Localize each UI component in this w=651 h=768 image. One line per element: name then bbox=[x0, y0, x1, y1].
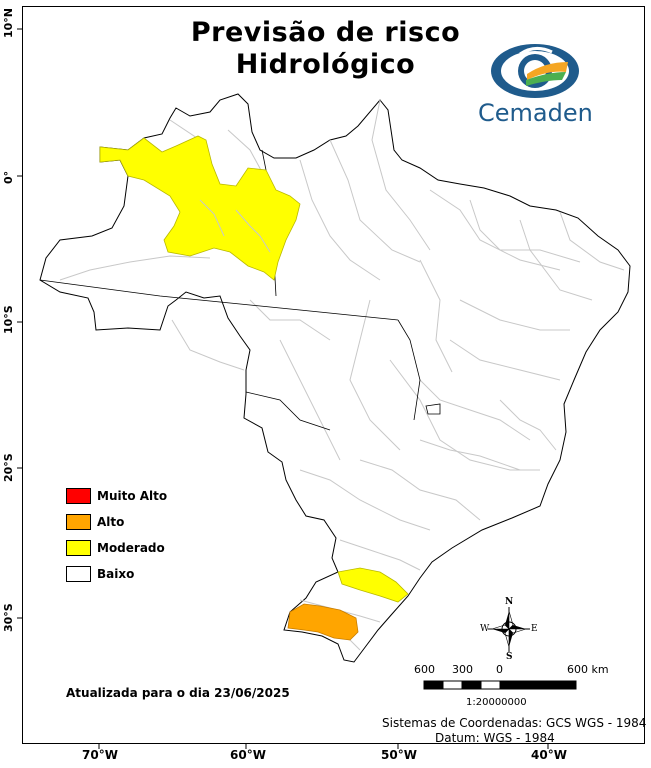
lon-label-50w: 50°W bbox=[381, 748, 417, 762]
updated-date: Atualizada para o dia 23/06/2025 bbox=[66, 686, 290, 700]
lat-label-20s: 20°S bbox=[2, 453, 15, 482]
legend-swatch-baixo bbox=[66, 566, 91, 582]
map-title-line1: Previsão de risco bbox=[190, 17, 461, 48]
legend-item-muito-alto: Muito Alto bbox=[66, 487, 167, 505]
lat-label-10n: 10°N bbox=[2, 7, 15, 38]
lat-label-0: 0° bbox=[2, 170, 15, 184]
scale-ratio: 1:20000000 bbox=[466, 697, 527, 708]
legend-label: Moderado bbox=[97, 541, 165, 555]
scale-bar bbox=[423, 680, 577, 690]
lat-label-10s: 10°S bbox=[2, 305, 15, 334]
legend-swatch-moderado bbox=[66, 540, 91, 556]
map-title-line2: Hidrológico bbox=[235, 49, 416, 80]
lat-label-30s: 30°S bbox=[2, 603, 15, 632]
crs-text: Sistemas de Coordenadas: GCS WGS - 1984 bbox=[382, 716, 647, 730]
lon-label-70w: 70°W bbox=[82, 748, 118, 762]
compass-s: S bbox=[506, 652, 513, 662]
legend-label: Baixo bbox=[97, 567, 135, 581]
scale-label-0: 0 bbox=[496, 663, 503, 676]
compass-e: E bbox=[531, 624, 538, 634]
compass-n: N bbox=[505, 597, 514, 607]
cemaden-logo bbox=[491, 44, 579, 98]
legend-label: Muito Alto bbox=[97, 489, 168, 503]
legend-item-alto: Alto bbox=[66, 513, 124, 531]
legend-swatch-muito-alto bbox=[66, 488, 91, 504]
north-arrow bbox=[488, 607, 530, 652]
legend-item-moderado: Moderado bbox=[66, 539, 165, 557]
datum-text: Datum: WGS - 1984 bbox=[435, 731, 555, 745]
lon-label-60w: 60°W bbox=[230, 748, 266, 762]
scale-label-300: 300 bbox=[452, 663, 473, 676]
lon-label-40w: 40°W bbox=[531, 748, 567, 762]
legend-label: Alto bbox=[97, 515, 125, 529]
brand-name: Cemaden bbox=[478, 99, 593, 127]
scale-label-600km: 600 km bbox=[567, 663, 609, 676]
risk-area-moderado-south bbox=[337, 567, 409, 603]
scale-label-600: 600 bbox=[414, 663, 435, 676]
risk-area-alto bbox=[287, 603, 359, 641]
risk-area-moderado-north bbox=[99, 135, 301, 281]
internal-boundaries bbox=[59, 99, 625, 651]
legend-swatch-alto bbox=[66, 514, 91, 530]
legend-item-baixo: Baixo bbox=[66, 565, 134, 583]
compass-w: W bbox=[480, 624, 490, 634]
